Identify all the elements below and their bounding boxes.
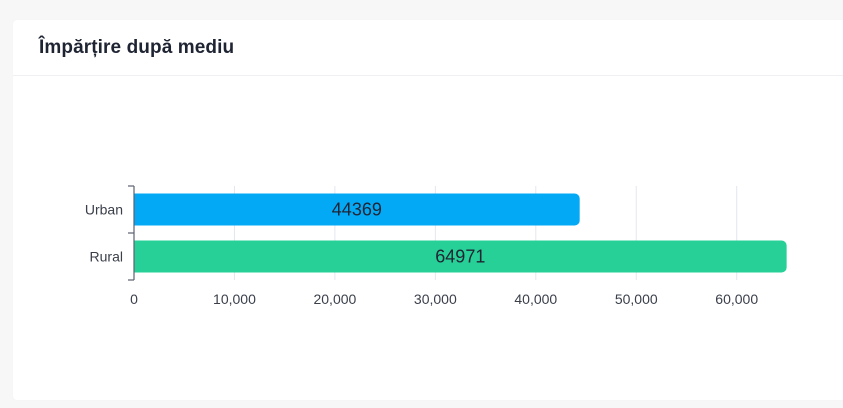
x-tick-label: 40,000 — [514, 291, 557, 307]
data-label-rural: 64971 — [435, 247, 485, 267]
x-tick-label: 10,000 — [213, 291, 256, 307]
x-tick-label: 0 — [130, 291, 138, 307]
x-tick-label: 50,000 — [615, 291, 658, 307]
bar-rural[interactable] — [134, 240, 787, 273]
chart-title: Împărțire după mediu — [39, 36, 235, 58]
bar-urban[interactable] — [134, 193, 580, 226]
x-tick-label: 60,000 — [715, 291, 758, 307]
bar-urban-base — [134, 193, 140, 226]
category-label-rural: Rural — [90, 249, 123, 265]
x-tick-label: 20,000 — [313, 291, 356, 307]
bar-rural-base — [134, 240, 140, 273]
category-label-urban: Urban — [85, 202, 123, 218]
x-tick-label: 30,000 — [414, 291, 457, 307]
data-label-urban: 44369 — [332, 200, 382, 220]
card-header: Împărțire după mediu — [13, 20, 843, 76]
